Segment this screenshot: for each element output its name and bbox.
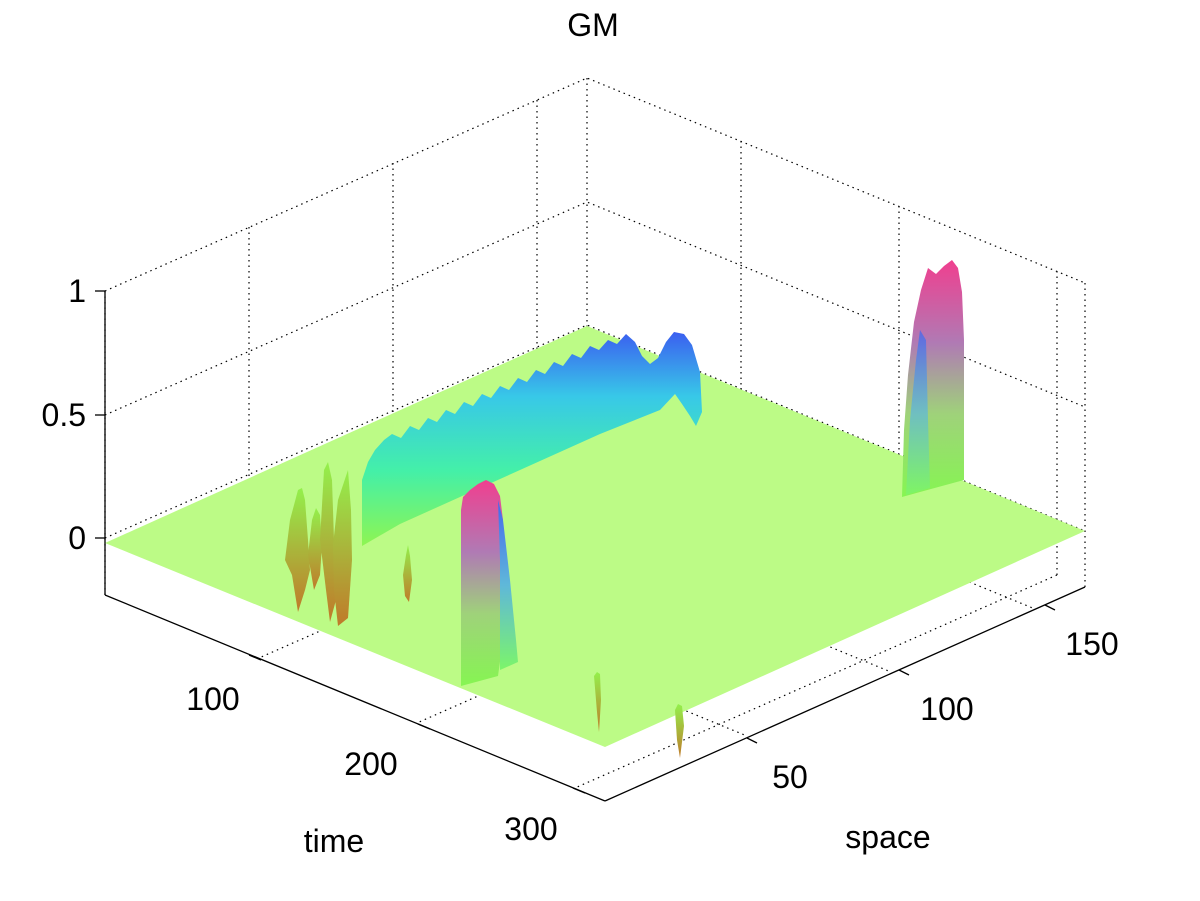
z-tick-label: 1 [68,273,86,309]
z-tick-label: 0.5 [42,397,86,433]
ridge-feature [362,332,702,546]
tick-mark [248,654,262,661]
tick-mark [572,787,586,794]
spike [675,704,684,758]
chart-title: GM [567,7,619,43]
tick-mark [746,737,758,744]
bump-feature [906,330,930,495]
y-axis-line [604,586,1086,802]
spike [403,545,412,602]
axes [95,290,1086,802]
spike [320,462,336,622]
surface-baseline [105,326,1085,747]
bump-feature [498,500,518,670]
spike [333,470,352,626]
x-tick-label: 300 [504,811,557,847]
y-tick-label: 50 [772,759,808,795]
x-axis-label: time [304,823,364,859]
x-tick-label: 200 [344,746,397,782]
tick-mark [898,669,910,676]
grid-line [104,77,1086,292]
tick-mark [1044,604,1056,611]
y-tick-label: 150 [1065,626,1118,662]
bump-feature [461,480,503,686]
z-tick-label: 0 [68,520,86,556]
spike [285,488,310,612]
y-tick-label: 100 [920,691,973,727]
spike [308,508,322,590]
x-tick-label: 100 [186,681,239,717]
tick-mark [417,723,431,730]
x-axis-line [104,594,606,802]
spikes-feature [285,462,684,758]
spike [594,672,601,732]
y-axis-label: space [845,819,930,855]
